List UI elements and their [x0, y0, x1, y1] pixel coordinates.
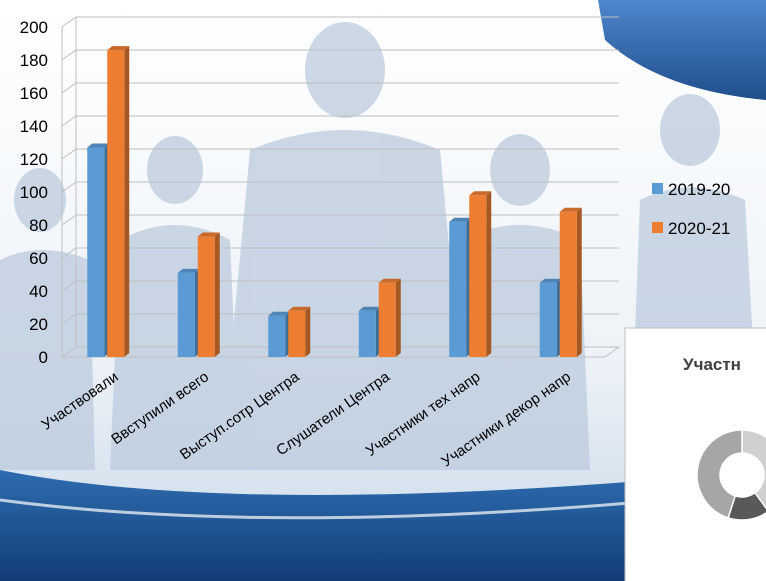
- donut-segment: [741, 429, 766, 510]
- bar-side: [124, 46, 130, 357]
- legend-label: 2020-21: [668, 219, 730, 238]
- bar: [559, 207, 582, 357]
- grid-line: [61, 214, 619, 226]
- bar-top: [539, 278, 562, 283]
- donut-title: Участн: [683, 355, 741, 374]
- donut-panel: [624, 327, 766, 581]
- bar-side: [576, 207, 582, 357]
- bar-side: [395, 278, 401, 357]
- decor-disc: [598, 0, 766, 100]
- bar-front: [177, 272, 195, 357]
- grid-line: [61, 82, 619, 94]
- legend-swatch: [652, 222, 663, 233]
- grid-line: [61, 346, 619, 358]
- bar: [539, 278, 562, 357]
- bar: [268, 311, 291, 357]
- bar-top: [197, 232, 220, 237]
- bar-side: [214, 232, 220, 357]
- bar-front: [107, 50, 125, 357]
- y-tick-label: 160: [20, 84, 48, 103]
- bar-front: [539, 282, 557, 357]
- grid-line: [61, 49, 619, 61]
- y-tick-label: 80: [29, 216, 48, 235]
- bar-side: [486, 191, 492, 357]
- bar-front: [87, 147, 105, 357]
- y-tick-label: 200: [20, 18, 48, 37]
- bar-front: [288, 310, 306, 357]
- bar-top: [107, 46, 130, 51]
- y-tick-label: 40: [29, 282, 48, 301]
- bar-top: [177, 268, 200, 273]
- grid-line: [61, 181, 619, 193]
- bar-top: [288, 306, 311, 311]
- y-tick-label: 120: [20, 150, 48, 169]
- y-tick-label: 60: [29, 249, 48, 268]
- bar-top: [449, 217, 472, 222]
- bar-top: [469, 191, 492, 196]
- bar: [378, 278, 401, 357]
- bar: [358, 306, 381, 357]
- bar-front: [449, 221, 467, 357]
- donut-segment: [696, 429, 743, 519]
- bar: [177, 268, 200, 357]
- bar-top: [559, 207, 582, 212]
- bar: [107, 46, 130, 357]
- y-tick-label: 180: [20, 51, 48, 70]
- bar-top: [87, 143, 110, 148]
- bar: [288, 306, 311, 357]
- grid-line: [61, 247, 619, 259]
- bottom-wave: [0, 470, 766, 581]
- bar-front: [469, 195, 487, 357]
- bar-front: [559, 211, 577, 357]
- bar-front: [197, 236, 215, 357]
- grid-line: [61, 115, 619, 127]
- legend-swatch: [652, 183, 663, 194]
- bar: [449, 217, 472, 357]
- y-tick-label: 0: [39, 348, 48, 367]
- bar-top: [358, 306, 381, 311]
- bar-top: [378, 278, 401, 283]
- legend-label: 2019-20: [668, 180, 730, 199]
- y-tick-label: 20: [29, 315, 48, 334]
- bar: [197, 232, 220, 357]
- bar-front: [358, 310, 376, 357]
- grid-line: [61, 148, 619, 160]
- bar-top: [268, 311, 291, 316]
- bar-side: [305, 306, 311, 357]
- bar-front: [268, 315, 286, 357]
- y-tick-label: 140: [20, 117, 48, 136]
- y-tick-label: 100: [20, 183, 48, 202]
- bar-front: [378, 282, 396, 357]
- grid-line: [61, 16, 619, 28]
- bar: [87, 143, 110, 357]
- grid-line: [61, 313, 619, 325]
- bar: [469, 191, 492, 357]
- grid-line: [61, 280, 619, 292]
